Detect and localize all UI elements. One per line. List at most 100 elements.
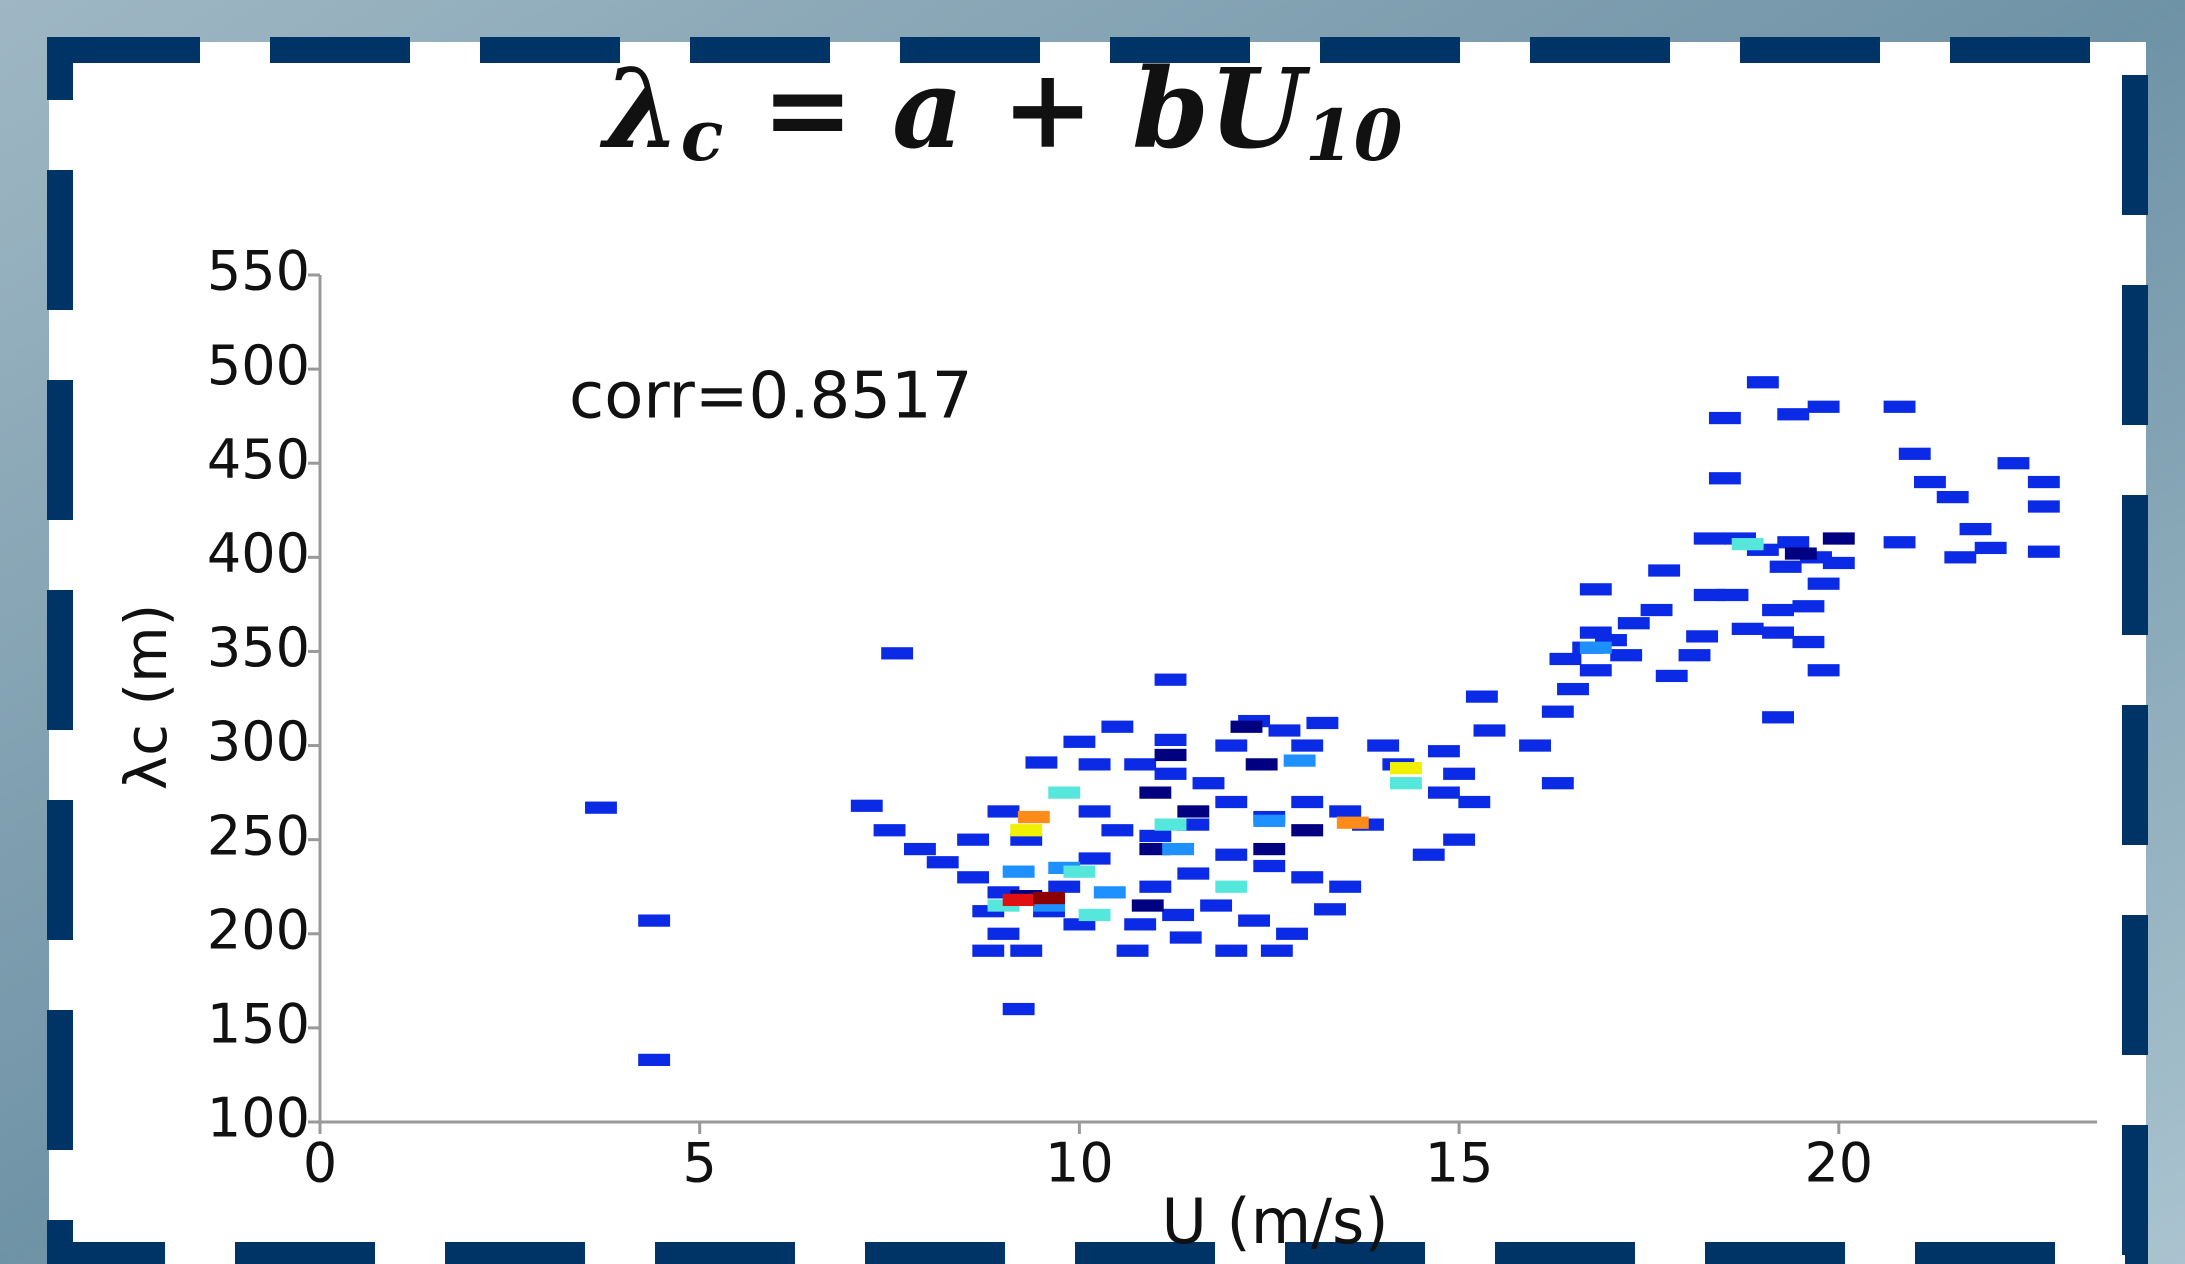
y-tick-label: 550 bbox=[207, 240, 310, 303]
point bbox=[1276, 927, 1308, 940]
point bbox=[1731, 622, 1764, 635]
point bbox=[903, 842, 936, 856]
point bbox=[1002, 893, 1035, 907]
x-tick-label: 20 bbox=[1804, 1132, 1873, 1195]
point bbox=[1579, 641, 1612, 654]
point bbox=[1389, 777, 1422, 790]
point bbox=[1792, 635, 1825, 649]
point bbox=[1329, 805, 1362, 818]
point bbox=[1686, 630, 1719, 643]
point bbox=[1473, 724, 1506, 737]
point bbox=[957, 833, 990, 846]
point bbox=[1716, 588, 1749, 602]
point bbox=[1139, 880, 1172, 893]
y-tick-label: 450 bbox=[207, 428, 310, 491]
annotation: corr=0.8517 bbox=[569, 360, 972, 434]
point bbox=[1078, 805, 1111, 818]
panel bbox=[49, 42, 2146, 1264]
point bbox=[1762, 711, 1794, 724]
chart-title: λc = a + bU10 bbox=[600, 44, 1403, 177]
point bbox=[1579, 626, 1612, 639]
title-part: = a + bU bbox=[723, 44, 1311, 173]
point bbox=[1443, 767, 1476, 780]
point bbox=[2027, 500, 2060, 513]
x-tick-label: 15 bbox=[1425, 1132, 1494, 1195]
point bbox=[1002, 1002, 1035, 1016]
point bbox=[957, 871, 990, 884]
point bbox=[1678, 649, 1711, 662]
point bbox=[1807, 400, 1840, 413]
point bbox=[1693, 532, 1726, 545]
point bbox=[1101, 720, 1134, 733]
title-part: c bbox=[681, 94, 724, 177]
point bbox=[1291, 739, 1324, 752]
point bbox=[1807, 664, 1840, 677]
point bbox=[1579, 664, 1612, 677]
point bbox=[1048, 880, 1081, 893]
point bbox=[1465, 690, 1498, 703]
point bbox=[1215, 944, 1248, 957]
point bbox=[1177, 805, 1210, 818]
point bbox=[926, 856, 959, 869]
point bbox=[850, 799, 883, 812]
point bbox=[1169, 931, 1202, 944]
point bbox=[1291, 795, 1324, 809]
point bbox=[1883, 400, 1916, 413]
point bbox=[1124, 758, 1157, 771]
point bbox=[1336, 816, 1369, 829]
point bbox=[1784, 547, 1817, 560]
point bbox=[1154, 767, 1187, 780]
x-tick-label: 0 bbox=[303, 1132, 337, 1195]
point bbox=[1230, 720, 1263, 733]
point bbox=[1777, 408, 1810, 421]
point bbox=[1253, 859, 1286, 873]
point bbox=[1974, 541, 2007, 555]
point bbox=[1238, 914, 1271, 927]
point bbox=[1883, 536, 1916, 549]
point bbox=[987, 805, 1020, 818]
y-tick-label: 500 bbox=[207, 334, 310, 397]
point bbox=[873, 824, 906, 837]
point bbox=[1192, 777, 1225, 790]
point bbox=[1936, 490, 1969, 504]
x-tick-label: 5 bbox=[683, 1132, 717, 1195]
point bbox=[1427, 745, 1460, 758]
point bbox=[1063, 735, 1096, 748]
point bbox=[1002, 865, 1035, 878]
point bbox=[1648, 564, 1681, 577]
point bbox=[1777, 536, 1810, 549]
point bbox=[1131, 899, 1164, 912]
point bbox=[1458, 795, 1491, 809]
point bbox=[1769, 560, 1802, 573]
point bbox=[638, 1053, 671, 1067]
point bbox=[1154, 748, 1187, 762]
point bbox=[1200, 899, 1233, 912]
point bbox=[1959, 522, 1992, 536]
y-tick-label: 400 bbox=[207, 522, 310, 585]
point bbox=[1822, 556, 1855, 570]
point bbox=[1412, 848, 1445, 861]
x-tick-label: 10 bbox=[1045, 1132, 1114, 1195]
point bbox=[1010, 944, 1043, 957]
point bbox=[1427, 786, 1460, 799]
y-tick-label: 250 bbox=[207, 804, 310, 867]
point bbox=[1746, 376, 1779, 389]
y-tick-label: 350 bbox=[207, 616, 310, 679]
point bbox=[1557, 682, 1589, 696]
point bbox=[1063, 865, 1096, 878]
point bbox=[1048, 786, 1081, 799]
point bbox=[1078, 852, 1111, 865]
point bbox=[1822, 532, 1855, 545]
point bbox=[1549, 652, 1582, 666]
point bbox=[1708, 411, 1741, 425]
point bbox=[1101, 824, 1134, 837]
point bbox=[1519, 739, 1551, 752]
point bbox=[1124, 918, 1157, 931]
point bbox=[1154, 818, 1187, 831]
point bbox=[1017, 810, 1050, 824]
point bbox=[1898, 447, 1931, 460]
point bbox=[638, 914, 671, 927]
point bbox=[1283, 754, 1316, 767]
